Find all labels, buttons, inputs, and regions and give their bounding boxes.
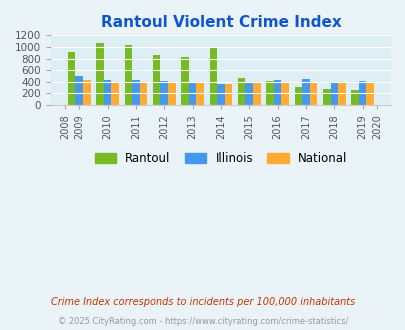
Bar [294,87,301,105]
Bar [337,83,345,105]
Bar [152,55,160,105]
Bar [217,83,224,105]
Bar [273,80,281,105]
Bar [322,89,330,105]
Bar [309,82,317,105]
Legend: Rantoul, Illinois, National: Rantoul, Illinois, National [90,147,351,170]
Bar [281,82,288,105]
Bar [124,45,132,105]
Bar [181,57,188,105]
Bar [330,82,337,105]
Title: Rantoul Violent Crime Index: Rantoul Violent Crime Index [100,15,341,30]
Bar [160,81,168,105]
Bar [75,76,83,105]
Bar [209,48,217,105]
Bar [253,83,260,105]
Bar [168,82,175,105]
Bar [139,82,147,105]
Text: © 2025 CityRating.com - https://www.cityrating.com/crime-statistics/: © 2025 CityRating.com - https://www.city… [58,317,347,326]
Bar [266,81,273,105]
Bar [132,80,139,105]
Bar [366,83,373,105]
Bar [301,80,309,105]
Bar [96,43,104,105]
Bar [245,82,253,105]
Bar [104,80,111,105]
Bar [188,83,196,105]
Bar [111,82,119,105]
Bar [224,84,232,105]
Bar [358,81,366,105]
Bar [83,80,91,105]
Bar [196,83,204,105]
Bar [350,90,358,105]
Bar [68,51,75,105]
Text: Crime Index corresponds to incidents per 100,000 inhabitants: Crime Index corresponds to incidents per… [51,297,354,307]
Bar [237,78,245,105]
